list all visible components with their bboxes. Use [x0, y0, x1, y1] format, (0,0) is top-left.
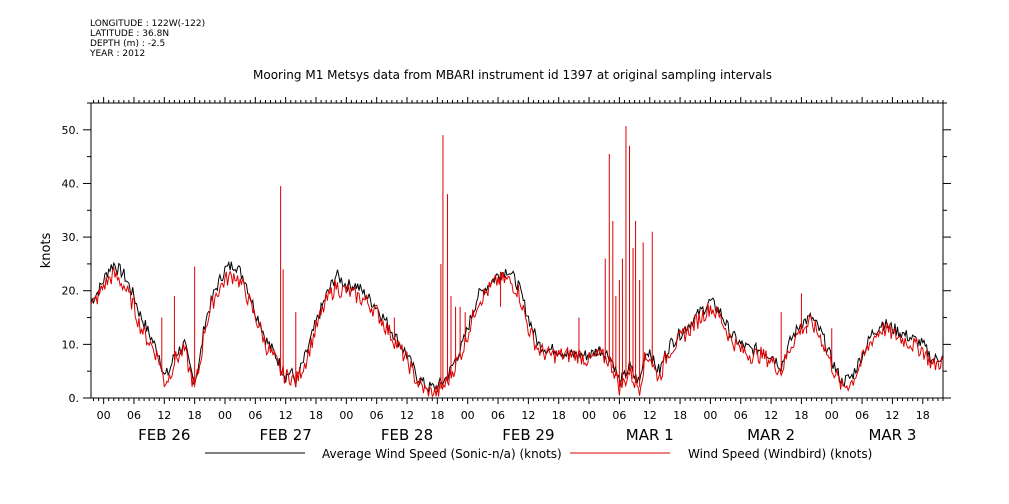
- x-day-label: FEB 26: [138, 426, 190, 444]
- y-axis-label: knots: [39, 232, 54, 268]
- x-day-label: FEB 27: [260, 426, 312, 444]
- x-day-label: MAR 3: [868, 426, 916, 444]
- x-tick-label: 00: [461, 409, 475, 422]
- depth-label: DEPTH (m) : -2.5: [90, 39, 166, 49]
- x-tick-label: 18: [916, 409, 930, 422]
- x-tick-label: 00: [339, 409, 353, 422]
- metadata-block: LONGITUDE : 122W(-122) LATITUDE : 36.8N …: [90, 19, 205, 59]
- latitude-label: LATITUDE : 36.8N: [90, 29, 170, 39]
- x-tick-label: 00: [582, 409, 596, 422]
- y-tick-label: 10.: [62, 338, 80, 351]
- x-tick-label: 06: [491, 409, 505, 422]
- x-tick-label: 06: [734, 409, 748, 422]
- plot-frame: [90, 102, 944, 399]
- x-tick-label: 12: [643, 409, 657, 422]
- x-tick-label: 18: [309, 409, 323, 422]
- y-tick-label: 0.: [69, 392, 80, 405]
- x-day-label: FEB 28: [381, 426, 433, 444]
- x-tick-label: 12: [521, 409, 535, 422]
- x-tick-label: 18: [188, 409, 202, 422]
- x-tick-label: 06: [370, 409, 384, 422]
- x-tick-label: 00: [97, 409, 111, 422]
- y-tick-label: 30.: [62, 231, 80, 244]
- x-day-label: FEB 29: [502, 426, 554, 444]
- x-tick-label: 06: [127, 409, 141, 422]
- x-tick-label: 12: [400, 409, 414, 422]
- y-tick-label: 40.: [62, 177, 80, 190]
- x-tick-label: 00: [703, 409, 717, 422]
- x-tick-label: 12: [157, 409, 171, 422]
- x-tick-label: 06: [855, 409, 869, 422]
- x-tick-label: 06: [612, 409, 626, 422]
- x-tick-label: 00: [218, 409, 232, 422]
- chart-title: Mooring M1 Metsys data from MBARI instru…: [253, 68, 772, 82]
- x-tick-label: 18: [552, 409, 566, 422]
- y-tick-label: 50.: [62, 124, 80, 137]
- x-tick-label: 06: [248, 409, 262, 422]
- longitude-label: LONGITUDE : 122W(-122): [90, 19, 206, 29]
- series-line-average-wind-speed: [90, 260, 944, 394]
- x-tick-label: 12: [279, 409, 293, 422]
- x-tick-label: 12: [885, 409, 899, 422]
- x-day-label: MAR 2: [747, 426, 795, 444]
- x-tick-label: 12: [764, 409, 778, 422]
- x-tick-label: 18: [794, 409, 808, 422]
- legend-label-average-wind-speed: Average Wind Speed (Sonic-n/a) (knots): [322, 447, 562, 461]
- year-label: YEAR : 2012: [90, 49, 146, 59]
- x-tick-label: 00: [825, 409, 839, 422]
- x-tick-label: 18: [673, 409, 687, 422]
- x-tick-label: 18: [430, 409, 444, 422]
- x-day-label: MAR 1: [626, 426, 674, 444]
- legend-label-windbird: Wind Speed (Windbird) (knots): [688, 447, 872, 461]
- y-tick-label: 20.: [62, 285, 80, 298]
